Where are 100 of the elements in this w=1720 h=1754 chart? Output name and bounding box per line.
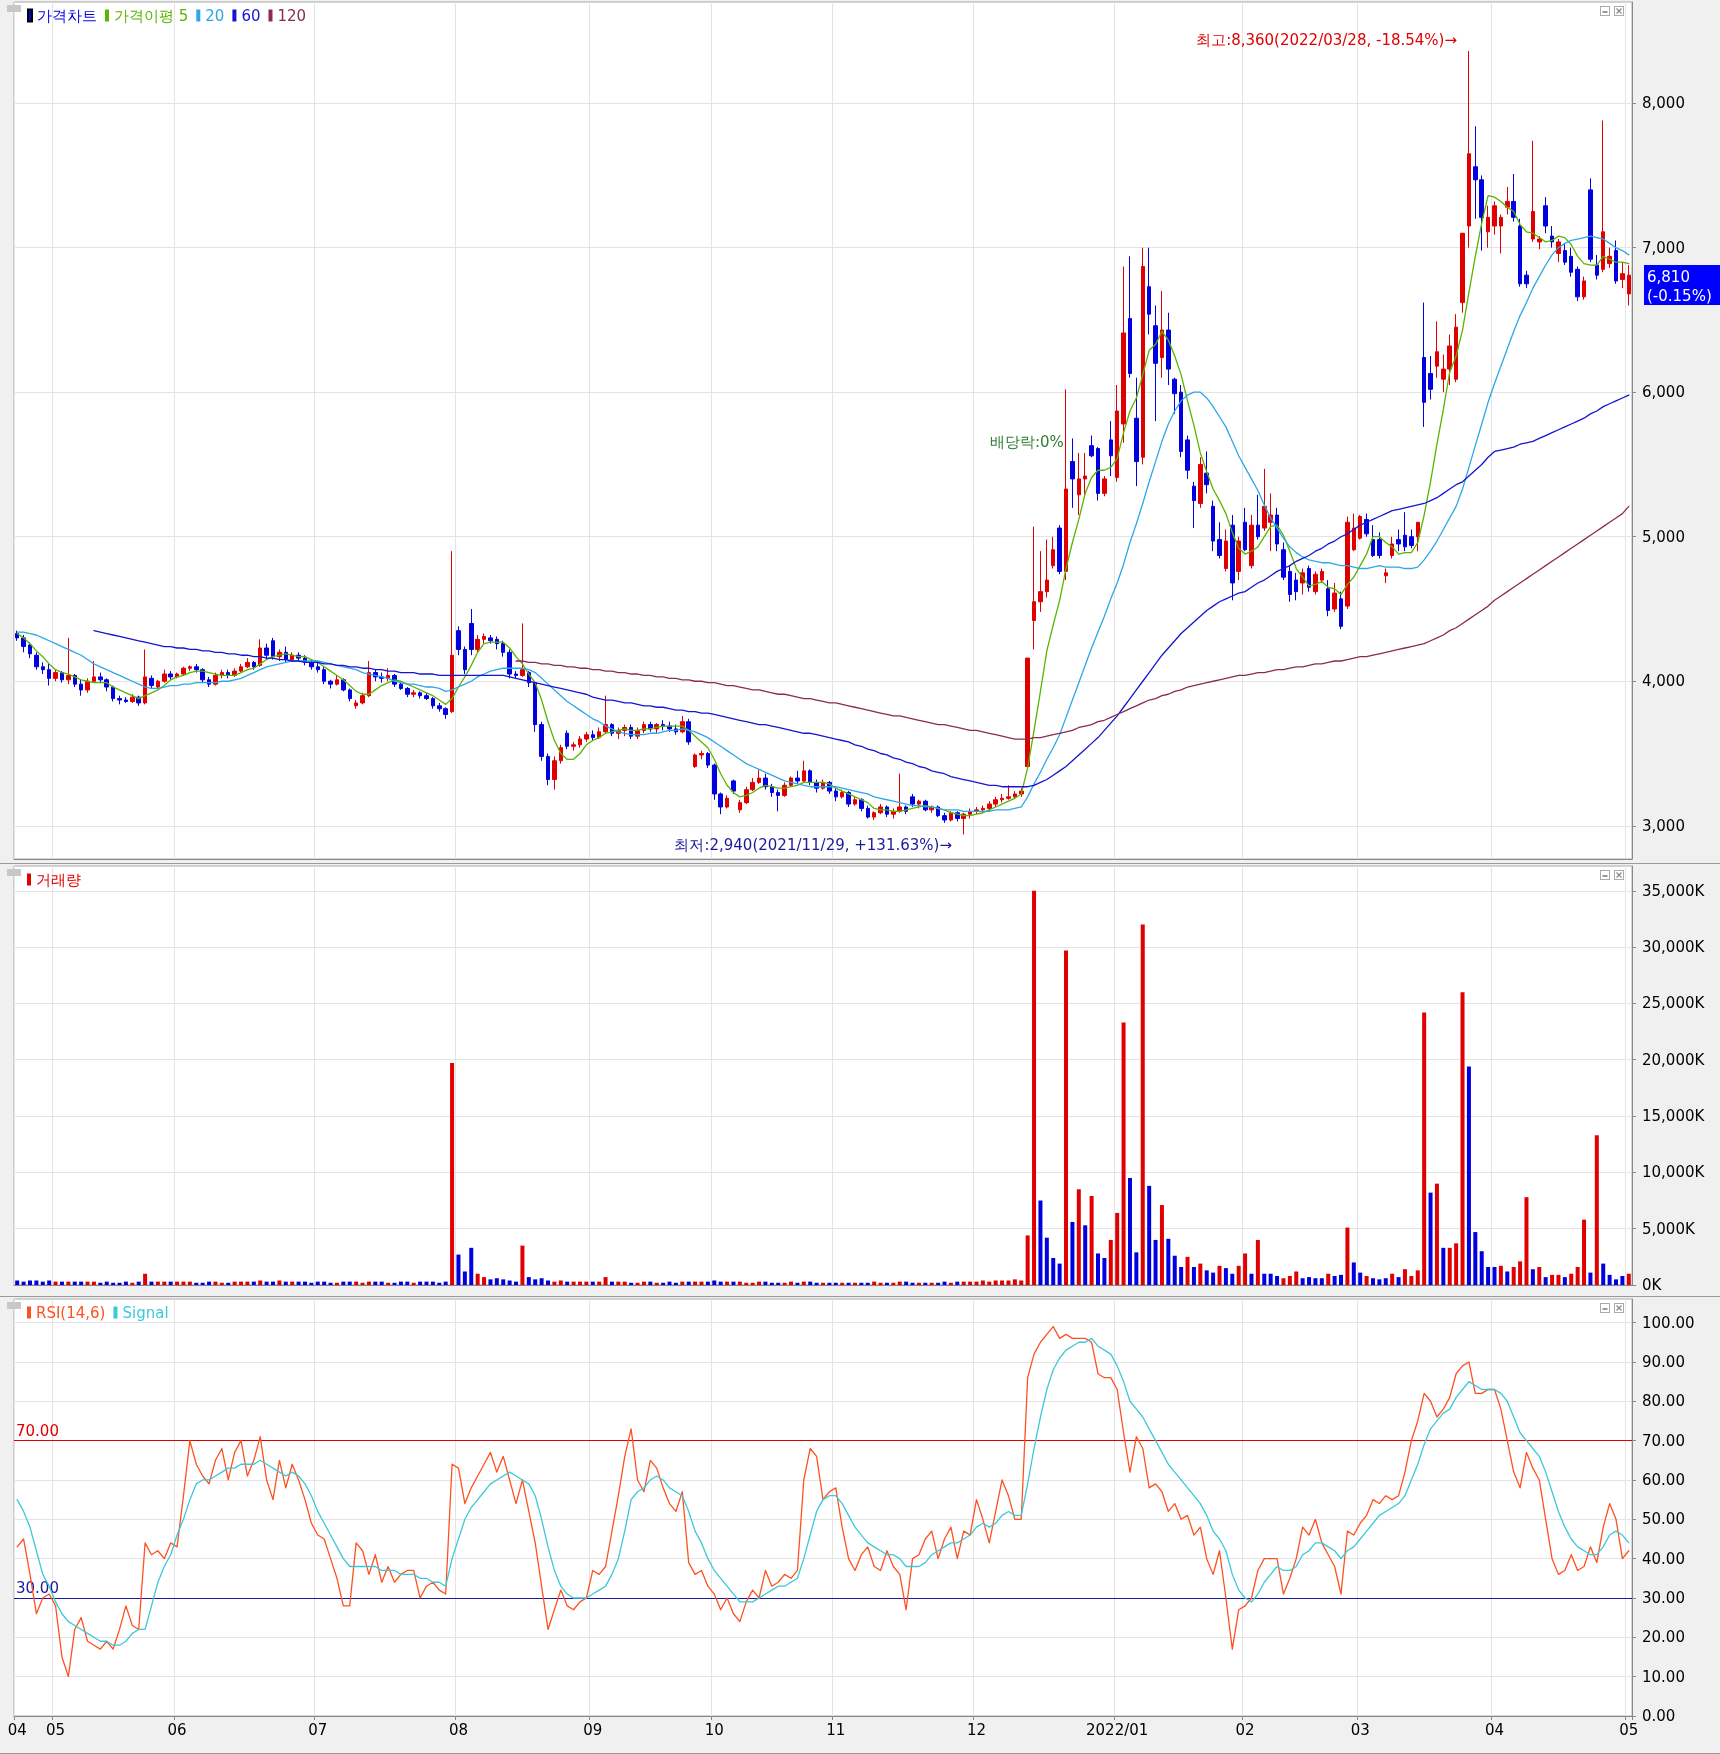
bar <box>1530 1269 1535 1285</box>
x-tick-label: 04 <box>1484 1720 1505 1739</box>
bar <box>1191 1266 1196 1285</box>
candlestick <box>1070 437 1075 509</box>
legend-label: 거래량 <box>36 870 81 889</box>
bar <box>980 1280 985 1285</box>
candlestick <box>1172 377 1177 415</box>
candlestick <box>322 666 326 685</box>
annotation: 최고:8,360(2022/03/28, -18.54%)→ <box>1196 31 1457 49</box>
candlestick <box>354 699 358 710</box>
y-tick-label: 35,000K <box>1642 881 1706 900</box>
legend-label: RSI(14,6) <box>36 1303 106 1322</box>
candlestick <box>245 657 250 669</box>
bar <box>1498 1265 1503 1285</box>
candlestick <box>1051 536 1055 570</box>
candlestick <box>475 634 480 653</box>
x-tick-label: 10 <box>704 1720 724 1739</box>
bar <box>1262 1273 1267 1285</box>
bar <box>1064 950 1069 1285</box>
candlestick <box>1281 542 1286 581</box>
bar <box>507 1280 512 1285</box>
candlestick <box>1064 388 1068 581</box>
candlestick <box>1128 255 1132 379</box>
y-tick-label: 80.00 <box>1642 1392 1685 1411</box>
candlestick <box>66 637 71 685</box>
candlestick <box>1620 261 1625 289</box>
candlestick <box>60 670 64 684</box>
candlestick <box>41 661 45 675</box>
candlestick <box>1185 435 1190 480</box>
x-tick-label: 03 <box>1350 1720 1370 1739</box>
candlestick <box>591 729 595 741</box>
candlestick <box>1345 515 1350 610</box>
text: 6,810 (-0.15%) <box>1647 267 1712 305</box>
bar <box>1115 1212 1120 1285</box>
candlestick <box>335 674 339 687</box>
bar <box>1102 1257 1107 1285</box>
bar <box>1562 1277 1567 1285</box>
candlestick <box>1006 784 1011 801</box>
bar <box>1236 1265 1241 1285</box>
bar <box>1351 1262 1356 1285</box>
bar <box>1025 1235 1030 1285</box>
legend-label: 가격이평 5 <box>114 6 189 25</box>
candlestick <box>1332 582 1337 613</box>
candlestick <box>1134 377 1139 487</box>
y-tick-label: 70.00 <box>1642 1431 1685 1450</box>
bar <box>1223 1268 1228 1285</box>
x-tick-label: 05 <box>1619 1720 1639 1739</box>
legend-label: 60 <box>241 6 261 25</box>
candlestick <box>565 729 569 750</box>
candlestick <box>1243 507 1247 552</box>
candlestick <box>552 755 557 791</box>
candlestick <box>1025 657 1030 769</box>
candlestick <box>981 805 985 814</box>
y-tick-label: 8,000 <box>1642 94 1685 113</box>
bar <box>1326 1273 1331 1285</box>
candlestick <box>21 634 26 653</box>
candlestick <box>840 789 844 799</box>
candlestick <box>725 794 729 809</box>
bar <box>1543 1277 1548 1285</box>
bar <box>1486 1266 1491 1285</box>
candlestick <box>1467 50 1471 249</box>
candlestick <box>1102 475 1107 497</box>
candlestick <box>1141 247 1145 465</box>
bar <box>993 1280 998 1285</box>
bar <box>539 1278 544 1285</box>
candlestick <box>328 679 333 689</box>
bar <box>1626 1273 1631 1285</box>
candlestick <box>699 750 704 760</box>
bar <box>1083 1225 1088 1285</box>
legend-label: 120 <box>277 6 307 25</box>
candlestick <box>1575 265 1580 302</box>
bar <box>494 1278 499 1285</box>
bar <box>1550 1274 1555 1285</box>
bar <box>1402 1269 1407 1285</box>
bar <box>1569 1273 1574 1285</box>
bar <box>1249 1273 1254 1285</box>
bar <box>462 1271 467 1285</box>
y-tick-label: 90.00 <box>1642 1352 1685 1371</box>
bar <box>1582 1219 1587 1285</box>
bar <box>1537 1266 1542 1285</box>
candlestick <box>1492 200 1497 236</box>
x-tick-label: 08 <box>448 1720 469 1739</box>
candlestick <box>411 689 416 698</box>
bar <box>1364 1275 1369 1285</box>
candlestick <box>949 810 953 822</box>
candlestick <box>1294 572 1298 601</box>
bar <box>1466 1066 1471 1285</box>
candlestick <box>1204 450 1209 494</box>
bar <box>277 1280 282 1285</box>
candlestick <box>156 679 160 689</box>
y-tick-label: 30,000K <box>1642 938 1706 957</box>
bar <box>1428 1192 1433 1285</box>
candlestick <box>149 674 154 689</box>
candlestick <box>316 660 320 674</box>
y-tick-label: 3,000 <box>1642 816 1685 835</box>
candlestick <box>961 812 966 835</box>
candlestick <box>1486 205 1490 249</box>
x-tick-label: 02 <box>1235 1720 1255 1739</box>
candlestick <box>1595 254 1599 280</box>
bar <box>1409 1275 1414 1285</box>
